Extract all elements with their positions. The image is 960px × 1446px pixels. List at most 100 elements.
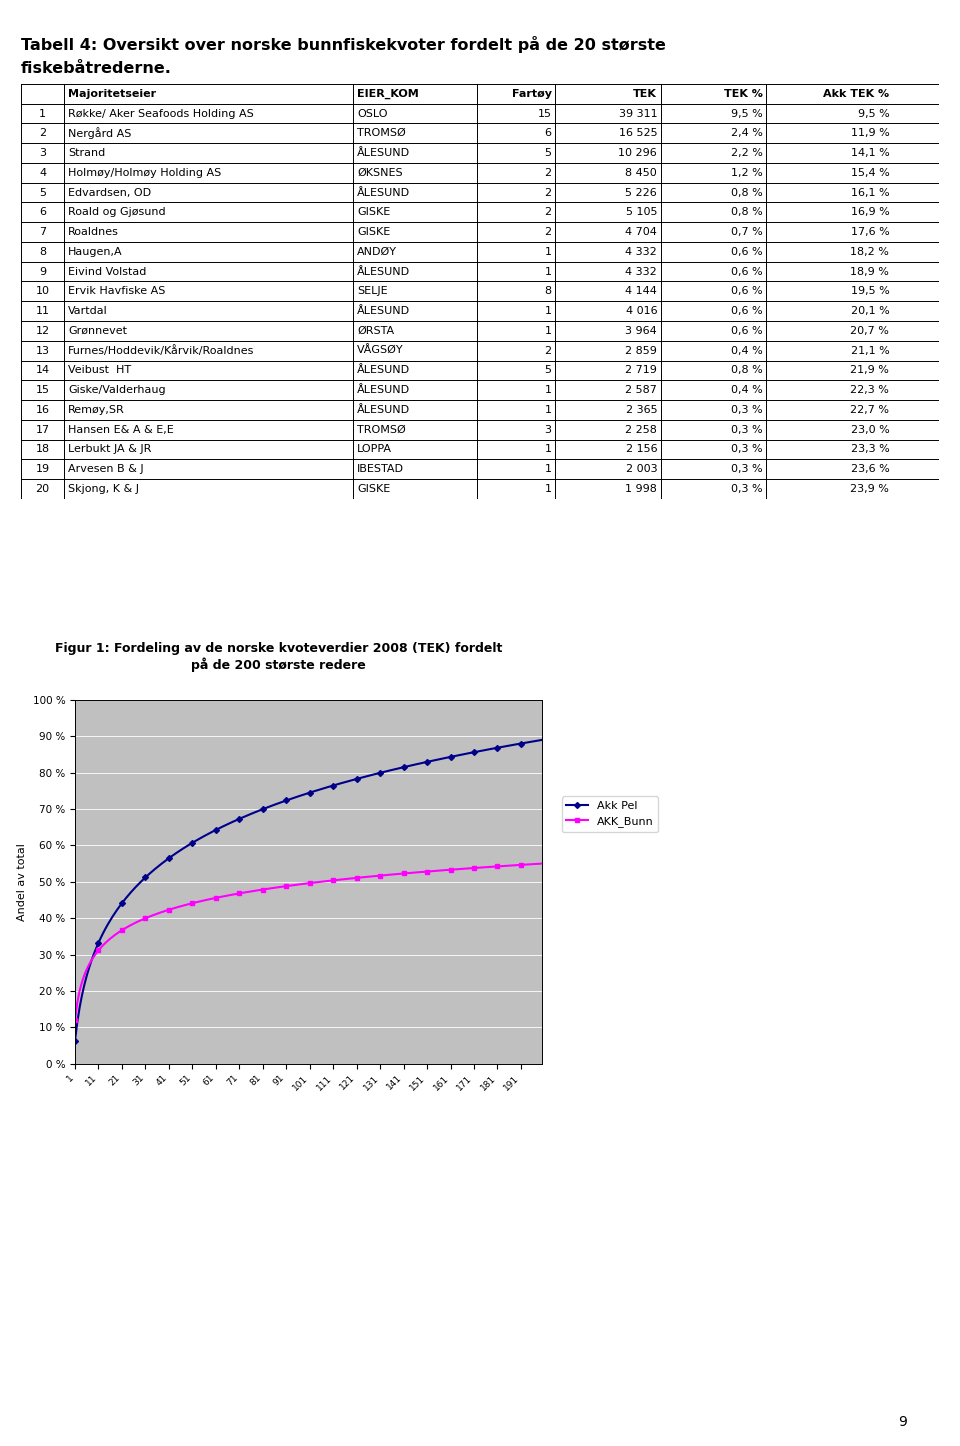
- Text: 2 258: 2 258: [625, 425, 658, 435]
- AKK_Bunn: [97, 937, 108, 954]
- Text: Roald og Gjøsund: Roald og Gjøsund: [68, 207, 165, 217]
- AKK_Bunn: [513, 856, 524, 873]
- Akk Pel: [194, 830, 205, 847]
- Text: TEK %: TEK %: [724, 88, 762, 98]
- Text: 10 296: 10 296: [618, 147, 658, 158]
- Text: 0,3 %: 0,3 %: [732, 425, 762, 435]
- Text: Roaldnes: Roaldnes: [68, 227, 119, 237]
- Text: ØRSTA: ØRSTA: [357, 325, 395, 335]
- Text: 1,2 %: 1,2 %: [731, 168, 762, 178]
- Text: 19,5 %: 19,5 %: [851, 286, 889, 296]
- Text: 2: 2: [39, 129, 46, 139]
- AKK_Bunn: [496, 857, 508, 875]
- Text: 4 144: 4 144: [625, 286, 658, 296]
- Text: SELJE: SELJE: [357, 286, 388, 296]
- Text: 5: 5: [39, 188, 46, 198]
- Text: 1: 1: [544, 247, 552, 257]
- Text: 1: 1: [544, 444, 552, 454]
- Text: 9: 9: [898, 1414, 907, 1429]
- Text: 2: 2: [544, 168, 552, 178]
- Text: 16: 16: [36, 405, 50, 415]
- Text: Remøy,SR: Remøy,SR: [68, 405, 125, 415]
- Text: 0,4 %: 0,4 %: [731, 346, 762, 356]
- Text: 20,7 %: 20,7 %: [851, 325, 889, 335]
- Text: ANDØY: ANDØY: [357, 247, 397, 257]
- Text: 4 704: 4 704: [625, 227, 658, 237]
- Text: 2,2 %: 2,2 %: [731, 147, 762, 158]
- Text: 17,6 %: 17,6 %: [851, 227, 889, 237]
- Line: AKK_Bunn: AKK_Bunn: [73, 862, 544, 1022]
- Text: TEK: TEK: [634, 88, 658, 98]
- Text: 12: 12: [36, 325, 50, 335]
- Text: ÅLESUND: ÅLESUND: [357, 266, 410, 276]
- Text: 2: 2: [544, 207, 552, 217]
- Text: Arvesen B & J: Arvesen B & J: [68, 464, 144, 474]
- Text: 2 587: 2 587: [625, 385, 658, 395]
- Akk Pel: [156, 855, 168, 872]
- Text: ØKSNES: ØKSNES: [357, 168, 402, 178]
- Text: 5 105: 5 105: [626, 207, 658, 217]
- Text: 4 016: 4 016: [626, 307, 658, 317]
- Text: 0,4 %: 0,4 %: [731, 385, 762, 395]
- Text: 2 365: 2 365: [626, 405, 658, 415]
- Text: 21,1 %: 21,1 %: [851, 346, 889, 356]
- AKK_Bunn: [88, 949, 100, 966]
- Text: Majoritetseier: Majoritetseier: [68, 88, 156, 98]
- Text: 22,7 %: 22,7 %: [851, 405, 889, 415]
- Akk Pel: [537, 732, 548, 749]
- Text: 23,6 %: 23,6 %: [851, 464, 889, 474]
- Text: 11: 11: [36, 307, 50, 317]
- Akk Pel: [88, 946, 100, 963]
- Text: 19: 19: [36, 464, 50, 474]
- Text: 1: 1: [544, 325, 552, 335]
- Text: 0,3 %: 0,3 %: [732, 444, 762, 454]
- Akk Pel: [513, 735, 524, 752]
- Text: 8: 8: [39, 247, 46, 257]
- Text: Figur 1: Fordeling av de norske kvoteverdier 2008 (TEK) fordelt
på de 200 størst: Figur 1: Fordeling av de norske kvotever…: [55, 642, 502, 672]
- Text: Akk TEK %: Akk TEK %: [823, 88, 889, 98]
- Text: 0,8 %: 0,8 %: [731, 188, 762, 198]
- Text: 1: 1: [39, 108, 46, 119]
- Text: Strand: Strand: [68, 147, 106, 158]
- Text: 23,0 %: 23,0 %: [851, 425, 889, 435]
- Text: 2 859: 2 859: [625, 346, 658, 356]
- AKK_Bunn: [194, 892, 205, 910]
- Text: 20,1 %: 20,1 %: [851, 307, 889, 317]
- Text: IBESTAD: IBESTAD: [357, 464, 404, 474]
- Text: Eivind Volstad: Eivind Volstad: [68, 266, 146, 276]
- Text: 11,9 %: 11,9 %: [851, 129, 889, 139]
- Text: 16 525: 16 525: [618, 129, 658, 139]
- Text: 2,4 %: 2,4 %: [731, 129, 762, 139]
- Text: ÅLESUND: ÅLESUND: [357, 307, 410, 317]
- Text: 0,6 %: 0,6 %: [732, 247, 762, 257]
- Text: 13: 13: [36, 346, 50, 356]
- Text: 1: 1: [544, 266, 552, 276]
- Akk Pel: [97, 924, 108, 941]
- Text: fiskebåtrederne.: fiskebåtrederne.: [21, 61, 172, 75]
- Text: 3: 3: [39, 147, 46, 158]
- Legend: Akk Pel, AKK_Bunn: Akk Pel, AKK_Bunn: [562, 797, 659, 831]
- Text: 1: 1: [544, 464, 552, 474]
- Text: 0,6 %: 0,6 %: [732, 266, 762, 276]
- Text: 10: 10: [36, 286, 50, 296]
- Text: 1 998: 1 998: [625, 484, 658, 495]
- Text: Edvardsen, OD: Edvardsen, OD: [68, 188, 151, 198]
- Text: ÅLESUND: ÅLESUND: [357, 385, 410, 395]
- Text: 9,5 %: 9,5 %: [857, 108, 889, 119]
- Text: Veibust  HT: Veibust HT: [68, 366, 132, 376]
- Text: Hansen E& A & E,E: Hansen E& A & E,E: [68, 425, 174, 435]
- Text: 15: 15: [538, 108, 552, 119]
- Text: Ervik Havfiske AS: Ervik Havfiske AS: [68, 286, 165, 296]
- Text: 16,9 %: 16,9 %: [851, 207, 889, 217]
- Text: 0,6 %: 0,6 %: [732, 286, 762, 296]
- Text: 0,3 %: 0,3 %: [732, 484, 762, 495]
- Text: 20: 20: [36, 484, 50, 495]
- Text: ÅLESUND: ÅLESUND: [357, 366, 410, 376]
- Text: 6: 6: [39, 207, 46, 217]
- Text: GISKE: GISKE: [357, 207, 391, 217]
- Text: 2: 2: [544, 346, 552, 356]
- Text: 1: 1: [544, 307, 552, 317]
- Text: EIER_KOM: EIER_KOM: [357, 88, 419, 98]
- Text: LOPPA: LOPPA: [357, 444, 392, 454]
- Text: 2 719: 2 719: [625, 366, 658, 376]
